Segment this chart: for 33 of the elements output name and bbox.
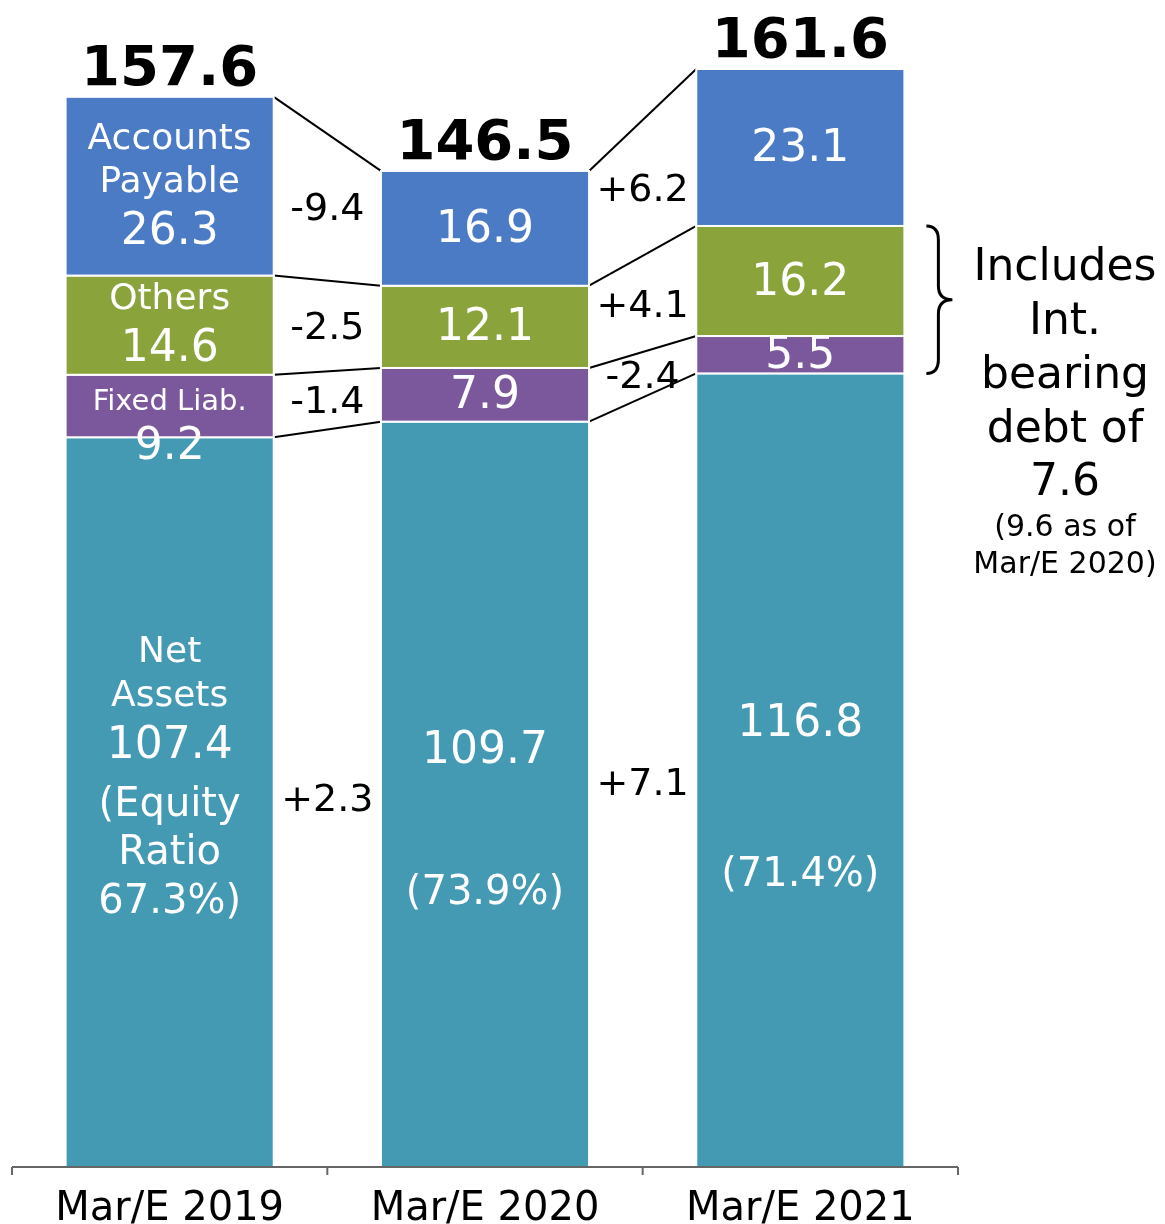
annotation: (Equity Ratio 67.3%): [98, 778, 242, 923]
annotation: +2.3: [281, 776, 374, 821]
x-tick-label: Mar/E 2021: [685, 1183, 915, 1224]
data-label: 14.6: [120, 319, 219, 371]
annotation: (73.9%): [405, 866, 565, 913]
data-label: 26.3: [120, 202, 219, 254]
text: (9.6 as of Mar/E 2020): [973, 508, 1157, 580]
data-label: 7.9: [450, 367, 520, 419]
annotation: (71.4%): [721, 848, 880, 895]
x-tick-label: Mar/E 2020: [370, 1183, 600, 1224]
data-label: 16.2: [751, 253, 850, 305]
annotation: -2.4: [605, 352, 680, 397]
annotation: -9.4: [290, 185, 365, 230]
annotation: +7.1: [596, 760, 689, 805]
total-label: 157.6: [81, 32, 259, 98]
data-label: 116.8: [737, 695, 864, 747]
annotation: +6.2: [596, 165, 689, 210]
data-label: 16.9: [436, 200, 534, 252]
data-label: 12.1: [436, 299, 534, 351]
total-label: 161.6: [711, 5, 889, 70]
total-label: 146.5: [396, 106, 574, 172]
x-tick-label: Mar/E 2019: [55, 1183, 285, 1224]
data-label: 107.4: [106, 716, 233, 768]
text: Includes Int. bearing debt of 7.6: [973, 239, 1157, 506]
annotation: -2.5: [290, 304, 365, 348]
data-label: 109.7: [422, 722, 548, 774]
data-label: 23.1: [751, 120, 850, 172]
annotation: +4.1: [596, 281, 689, 326]
series-label: Net Assets: [111, 629, 229, 715]
annotation: -1.4: [290, 378, 365, 423]
series-label: Others: [109, 276, 231, 318]
series-label: Fixed Liab.: [92, 383, 247, 418]
series-label: Accounts Payable: [87, 115, 252, 201]
